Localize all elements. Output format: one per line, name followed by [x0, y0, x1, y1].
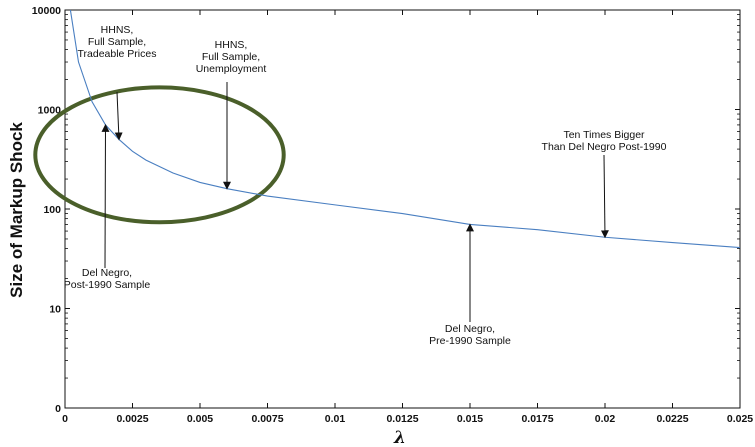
x-tick-label: 0.0225: [656, 413, 688, 425]
annotation-label: Pre-1990 Sample: [429, 335, 511, 347]
annotation-label: Full Sample,: [202, 51, 260, 63]
x-tick-label: 0.015: [457, 413, 483, 425]
y-tick-label: 10000: [32, 5, 61, 17]
y-tick-label: 100: [43, 204, 61, 216]
y-tick-label: 10: [49, 304, 61, 316]
annotation-label: Del Negro,: [82, 267, 132, 279]
x-tick-label: 0.02: [595, 413, 616, 425]
annotation-label: Ten Times Bigger: [563, 129, 645, 141]
annotation-label: Tradeable Prices: [78, 48, 157, 60]
x-tick-label: 0.005: [187, 413, 213, 425]
y-tick-label: 0: [55, 403, 61, 415]
annotation-label: Than Del Negro Post-1990: [542, 141, 667, 153]
annotation-label: Unemployment: [196, 63, 267, 75]
x-tick-label: 0.01: [325, 413, 346, 425]
series-line: [69, 9, 741, 249]
annotation-label: HHNS,: [215, 39, 248, 51]
annotation-arrow: [101, 123, 110, 269]
annotation-arrow: [600, 154, 609, 239]
annotation-label: Del Negro,: [445, 323, 495, 335]
y-tick-label: 1000: [38, 105, 62, 117]
x-tick-label: 0.025: [727, 413, 753, 425]
highlight-ellipse: [33, 85, 286, 225]
x-tick-label: 0.0175: [521, 413, 553, 425]
x-tick-label: 0.0075: [251, 413, 283, 425]
annotation-label: HHNS,: [101, 24, 134, 36]
x-axis-label: λ: [393, 428, 406, 447]
x-tick-label: 0: [62, 413, 68, 425]
axes-frame: [64, 9, 741, 409]
x-tick-label: 0.0125: [386, 413, 418, 425]
x-tick-label: 0.0025: [116, 413, 148, 425]
plot-area: 0 0.0025 0.005 0.0075 0.01 0.0125 0.015 0.0175 0…: [32, 5, 753, 425]
y-axis-label: Size of Markup Shock: [7, 122, 26, 298]
annotation-label: Post-1990 Sample: [64, 279, 151, 291]
annotation-arrow: [114, 91, 123, 141]
annotation-label: Full Sample,: [88, 36, 146, 48]
